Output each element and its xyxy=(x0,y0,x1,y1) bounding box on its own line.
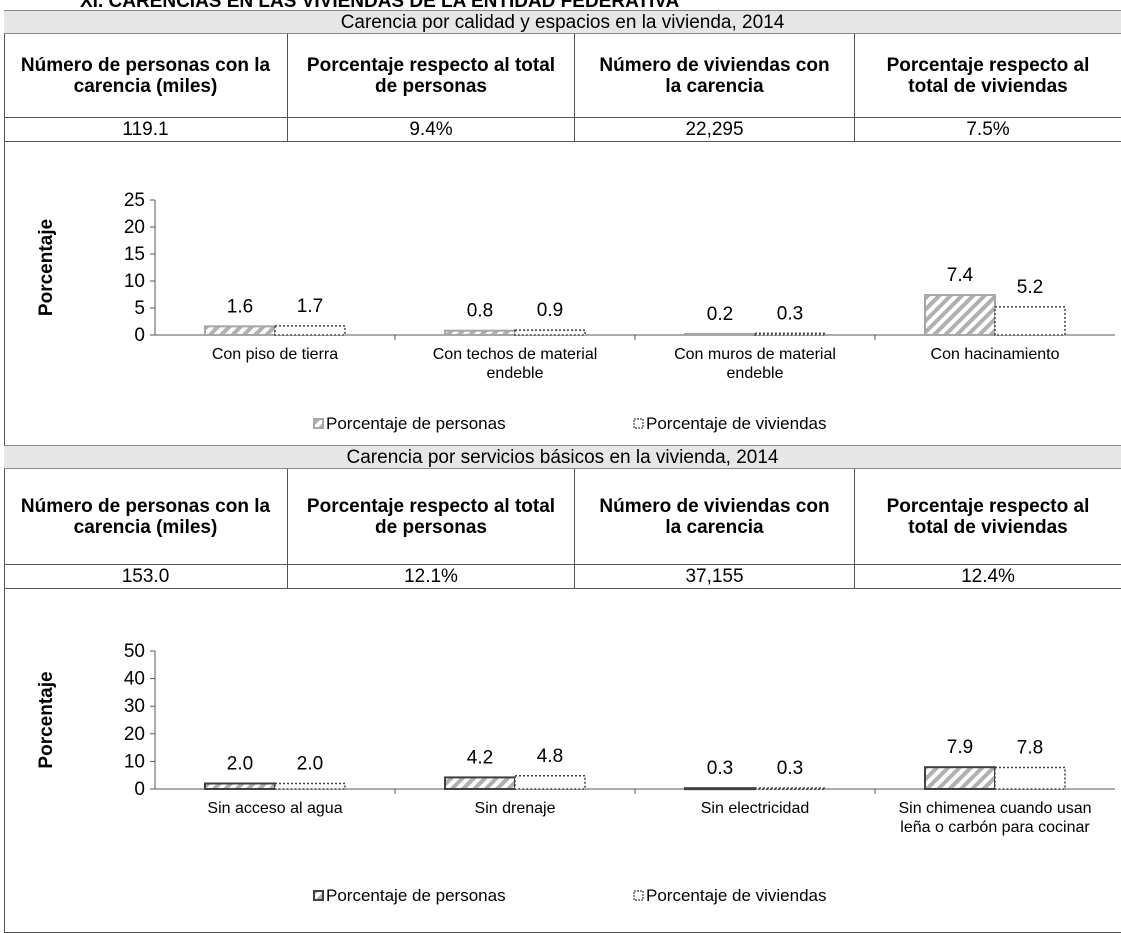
x-tick-label: Con techos de material endeble xyxy=(432,346,598,382)
y-tick-label: 10 xyxy=(124,271,145,292)
legend-label: Porcentaje de personas xyxy=(326,886,506,905)
data-label: 0.2 xyxy=(707,304,733,325)
bar xyxy=(274,325,346,336)
bar xyxy=(754,787,826,790)
section-title: Carencia por servicios básicos en la viv… xyxy=(4,445,1121,469)
y-tick-label: 40 xyxy=(124,669,145,690)
data-label: 0.9 xyxy=(537,300,563,321)
bar-chart: Porcentaje 0 10 20 30 40 50 2.0 2.0 4.2 4.8 0.3 0.3 7… xyxy=(36,641,1115,905)
column-header: Porcentaje respecto al total de vivienda… xyxy=(855,34,1121,118)
x-tick-label: Sin chimenea cuando usan leña o carbón p… xyxy=(898,800,1092,836)
y-tick-label: 30 xyxy=(124,696,145,717)
bar xyxy=(994,766,1066,790)
data-label: 0.3 xyxy=(707,758,733,779)
table-cell: 37,155 xyxy=(575,565,855,589)
y-tick-label: 0 xyxy=(134,325,145,346)
table-cell: 22,295 xyxy=(575,118,855,142)
section-title: Carencia por calidad y espacios en la vi… xyxy=(4,10,1121,34)
y-tick-label: 10 xyxy=(124,751,145,772)
data-label: 4.2 xyxy=(467,747,493,768)
y-tick-label: 50 xyxy=(124,641,145,662)
bar xyxy=(754,332,826,336)
bar xyxy=(514,775,586,790)
column-header: Número de viviendas con la carencia xyxy=(575,34,855,118)
bar xyxy=(994,306,1066,336)
legend-swatch xyxy=(633,890,644,901)
bar-chart: Porcentaje 0 5 10 15 20 25 1.6 1.7 0.8 0.9 0.2 0.3 7.… xyxy=(36,190,1115,433)
table-cell: 153.0 xyxy=(4,565,288,589)
y-tick-label: 20 xyxy=(124,217,145,238)
x-tick-label: Con piso de tierra xyxy=(211,346,339,363)
column-header: Porcentaje respecto al total de vivienda… xyxy=(855,469,1121,565)
legend-swatch xyxy=(313,890,324,901)
chart-area: Porcentaje 0 10 20 30 40 50 2.0 2.0 4.2 4.8 0.3 0.3 7… xyxy=(4,589,1121,933)
table-cell: 119.1 xyxy=(4,118,288,142)
frame xyxy=(4,10,5,932)
bar xyxy=(684,787,756,791)
y-tick-label: 20 xyxy=(124,724,145,745)
data-label: 0.3 xyxy=(777,758,803,779)
legend-label: Porcentaje de viviendas xyxy=(646,886,827,905)
y-axis-label: Porcentaje xyxy=(36,671,57,768)
bar xyxy=(274,782,346,790)
y-tick-label: 5 xyxy=(134,298,145,319)
bar xyxy=(924,294,996,336)
data-label: 0.8 xyxy=(467,301,493,322)
column-header: Número de personas con la carencia (mile… xyxy=(4,469,288,565)
legend-swatch xyxy=(313,418,324,429)
column-header: Porcentaje respecto al total de personas xyxy=(288,469,575,565)
data-label: 5.2 xyxy=(1017,277,1043,298)
table-cell: 9.4% xyxy=(288,118,575,142)
column-header: Número de personas con la carencia (mile… xyxy=(4,34,288,118)
data-label: 7.8 xyxy=(1017,737,1043,758)
data-label: 2.0 xyxy=(227,753,253,774)
page-title: XI. CARENCIAS EN LAS VIVIENDAS DE LA ENT… xyxy=(80,0,680,12)
x-tick-label: Sin acceso al agua xyxy=(207,800,343,817)
x-tick-label: Sin electricidad xyxy=(700,800,810,817)
chart-area: Porcentaje 0 5 10 15 20 25 1.6 1.7 0.8 0.9 0.2 0.3 7.… xyxy=(4,142,1121,446)
column-header: Número de viviendas con la carencia xyxy=(575,469,855,565)
data-label: 7.9 xyxy=(947,737,973,758)
x-tick-label: Con hacinamiento xyxy=(930,346,1060,363)
bar xyxy=(444,329,516,336)
y-tick-label: 15 xyxy=(124,244,145,265)
data-label: 0.3 xyxy=(777,303,803,324)
y-tick-label: 25 xyxy=(124,190,145,211)
data-label: 2.0 xyxy=(297,753,323,774)
data-label: 1.6 xyxy=(227,296,253,317)
bar xyxy=(204,782,276,790)
legend-swatch xyxy=(633,418,644,429)
legend-label: Porcentaje de viviendas xyxy=(646,414,827,433)
bar xyxy=(444,776,516,791)
data-label: 4.8 xyxy=(537,746,563,767)
table-cell: 7.5% xyxy=(855,118,1121,142)
table-cell: 12.1% xyxy=(288,565,575,589)
y-tick-label: 0 xyxy=(134,779,145,800)
bar xyxy=(204,325,276,337)
table-cell: 12.4% xyxy=(855,565,1121,589)
bar xyxy=(684,332,756,336)
x-tick-label: Con muros de material endeble xyxy=(674,346,836,382)
x-tick-label: Sin drenaje xyxy=(474,800,556,817)
data-label: 1.7 xyxy=(297,296,323,317)
bar xyxy=(514,329,586,336)
legend-label: Porcentaje de personas xyxy=(326,414,506,433)
column-header: Porcentaje respecto al total de personas xyxy=(288,34,575,118)
bar xyxy=(924,766,996,790)
y-axis-label: Porcentaje xyxy=(36,219,57,316)
data-label: 7.4 xyxy=(947,265,974,286)
